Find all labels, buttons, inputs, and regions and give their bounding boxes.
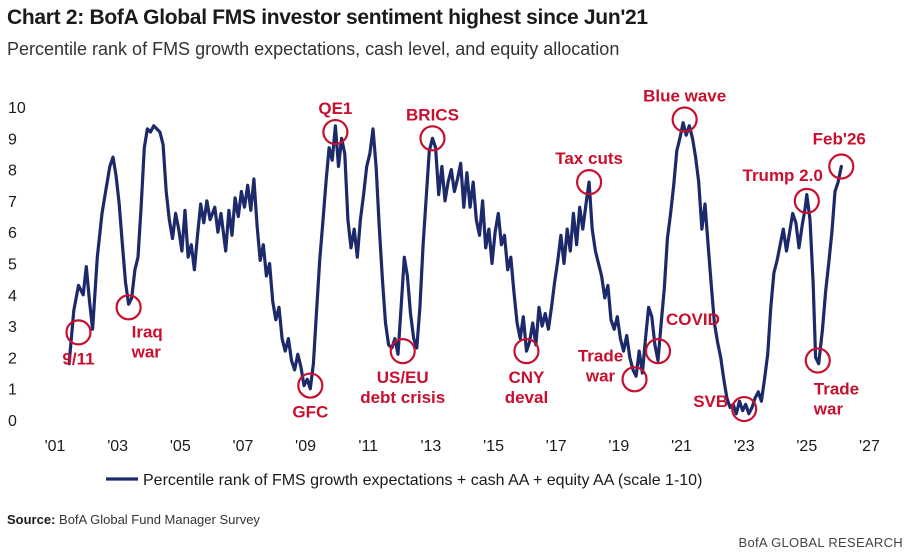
y-tick-label: 1 (8, 382, 17, 399)
annotation-label: COVID (666, 310, 720, 329)
x-tick-label: '17 (546, 438, 567, 455)
source-text: BofA Global Fund Manager Survey (59, 512, 260, 527)
x-axis-ticks: '01 '03 '05 '07 '09 '11 '13 '15 '17 '19 '21 '23 '25 '… (45, 438, 880, 455)
legend: Percentile rank of FMS growth expectatio… (106, 472, 702, 489)
annotation-label: CNY deval (505, 368, 548, 407)
x-tick-label: '03 (107, 438, 128, 455)
annotation-label: Trump 2.0 (743, 166, 823, 185)
annotation-label: US/EU debt crisis (360, 368, 445, 407)
y-axis-ticks: 0 1 2 3 4 5 6 7 8 9 10 (8, 100, 26, 430)
annotation-label: Tax cuts (555, 149, 623, 168)
annotation-circle (621, 366, 648, 393)
annotation-circle (644, 338, 672, 365)
annotation-label: QE1 (318, 99, 352, 118)
annotation-circle (513, 338, 540, 365)
annotation-circle (389, 338, 416, 365)
series-line (67, 121, 843, 416)
x-tick-label: '25 (796, 438, 817, 455)
annotation-circle (322, 118, 349, 146)
x-tick-label: '07 (233, 438, 254, 455)
y-tick-label: 10 (8, 100, 26, 117)
annotation-label: Trade war (813, 380, 859, 419)
x-tick-label: '21 (671, 438, 692, 455)
y-tick-label: 8 (8, 163, 17, 180)
x-tick-label: '01 (45, 438, 66, 455)
annotation-label: Blue wave (643, 87, 726, 106)
annotation-label: SVB (693, 392, 728, 411)
annotation-circle (828, 153, 855, 180)
annotation-circle (419, 125, 446, 152)
annotation-circle (65, 319, 92, 346)
legend-label: Percentile rank of FMS growth expectatio… (143, 472, 702, 489)
y-tick-label: 9 (8, 131, 17, 148)
footer-brand: BofA GLOBAL RESEARCH (738, 535, 903, 550)
x-tick-label: '15 (483, 438, 504, 455)
chart-title: Chart 2: BofA Global FMS investor sentim… (7, 6, 648, 29)
annotation-circle (115, 294, 142, 321)
x-tick-label: '19 (608, 438, 629, 455)
x-tick-label: '09 (295, 438, 316, 455)
x-tick-label: '11 (358, 438, 378, 455)
annotation-label: BRICS (406, 105, 459, 124)
y-tick-label: 6 (8, 225, 17, 242)
annotation-circle (297, 372, 324, 399)
annotation-label: Trade war (578, 346, 623, 385)
x-tick-label: '05 (170, 438, 191, 455)
y-tick-label: 5 (8, 257, 17, 274)
source-label: Source: (7, 512, 56, 527)
annotation-circle (793, 187, 820, 214)
y-tick-label: 2 (8, 350, 17, 367)
x-tick-label: '23 (734, 438, 755, 455)
annotation-label: GFC (292, 403, 328, 422)
source-line: Source: BofA Global Fund Manager Survey (7, 512, 260, 527)
annotation-label: 9/11 (62, 349, 94, 368)
annotation-circle (671, 106, 698, 133)
y-tick-label: 3 (8, 319, 17, 336)
annotation-label: Feb'26 (813, 129, 866, 148)
annotation-circle (804, 347, 831, 374)
y-tick-label: 7 (8, 194, 17, 211)
annotation-circle (576, 169, 603, 196)
annotation-circle (731, 395, 758, 423)
annotation-label: Iraq war (131, 322, 163, 361)
x-tick-label: '27 (859, 438, 880, 455)
y-tick-label: 4 (8, 288, 17, 305)
x-tick-label: '13 (420, 438, 441, 455)
annotations: 9/11 Iraq war GFC QE1 US/EU debt crisis BRICS CN… (62, 87, 866, 423)
y-tick-label: 0 (8, 413, 17, 430)
chart: 0 1 2 3 4 5 6 7 8 9 10 '01 '03 '05 '07 '09 '11 '13 '15 '17… (8, 87, 880, 489)
chart-subtitle: Percentile rank of FMS growth expectatio… (7, 39, 620, 59)
